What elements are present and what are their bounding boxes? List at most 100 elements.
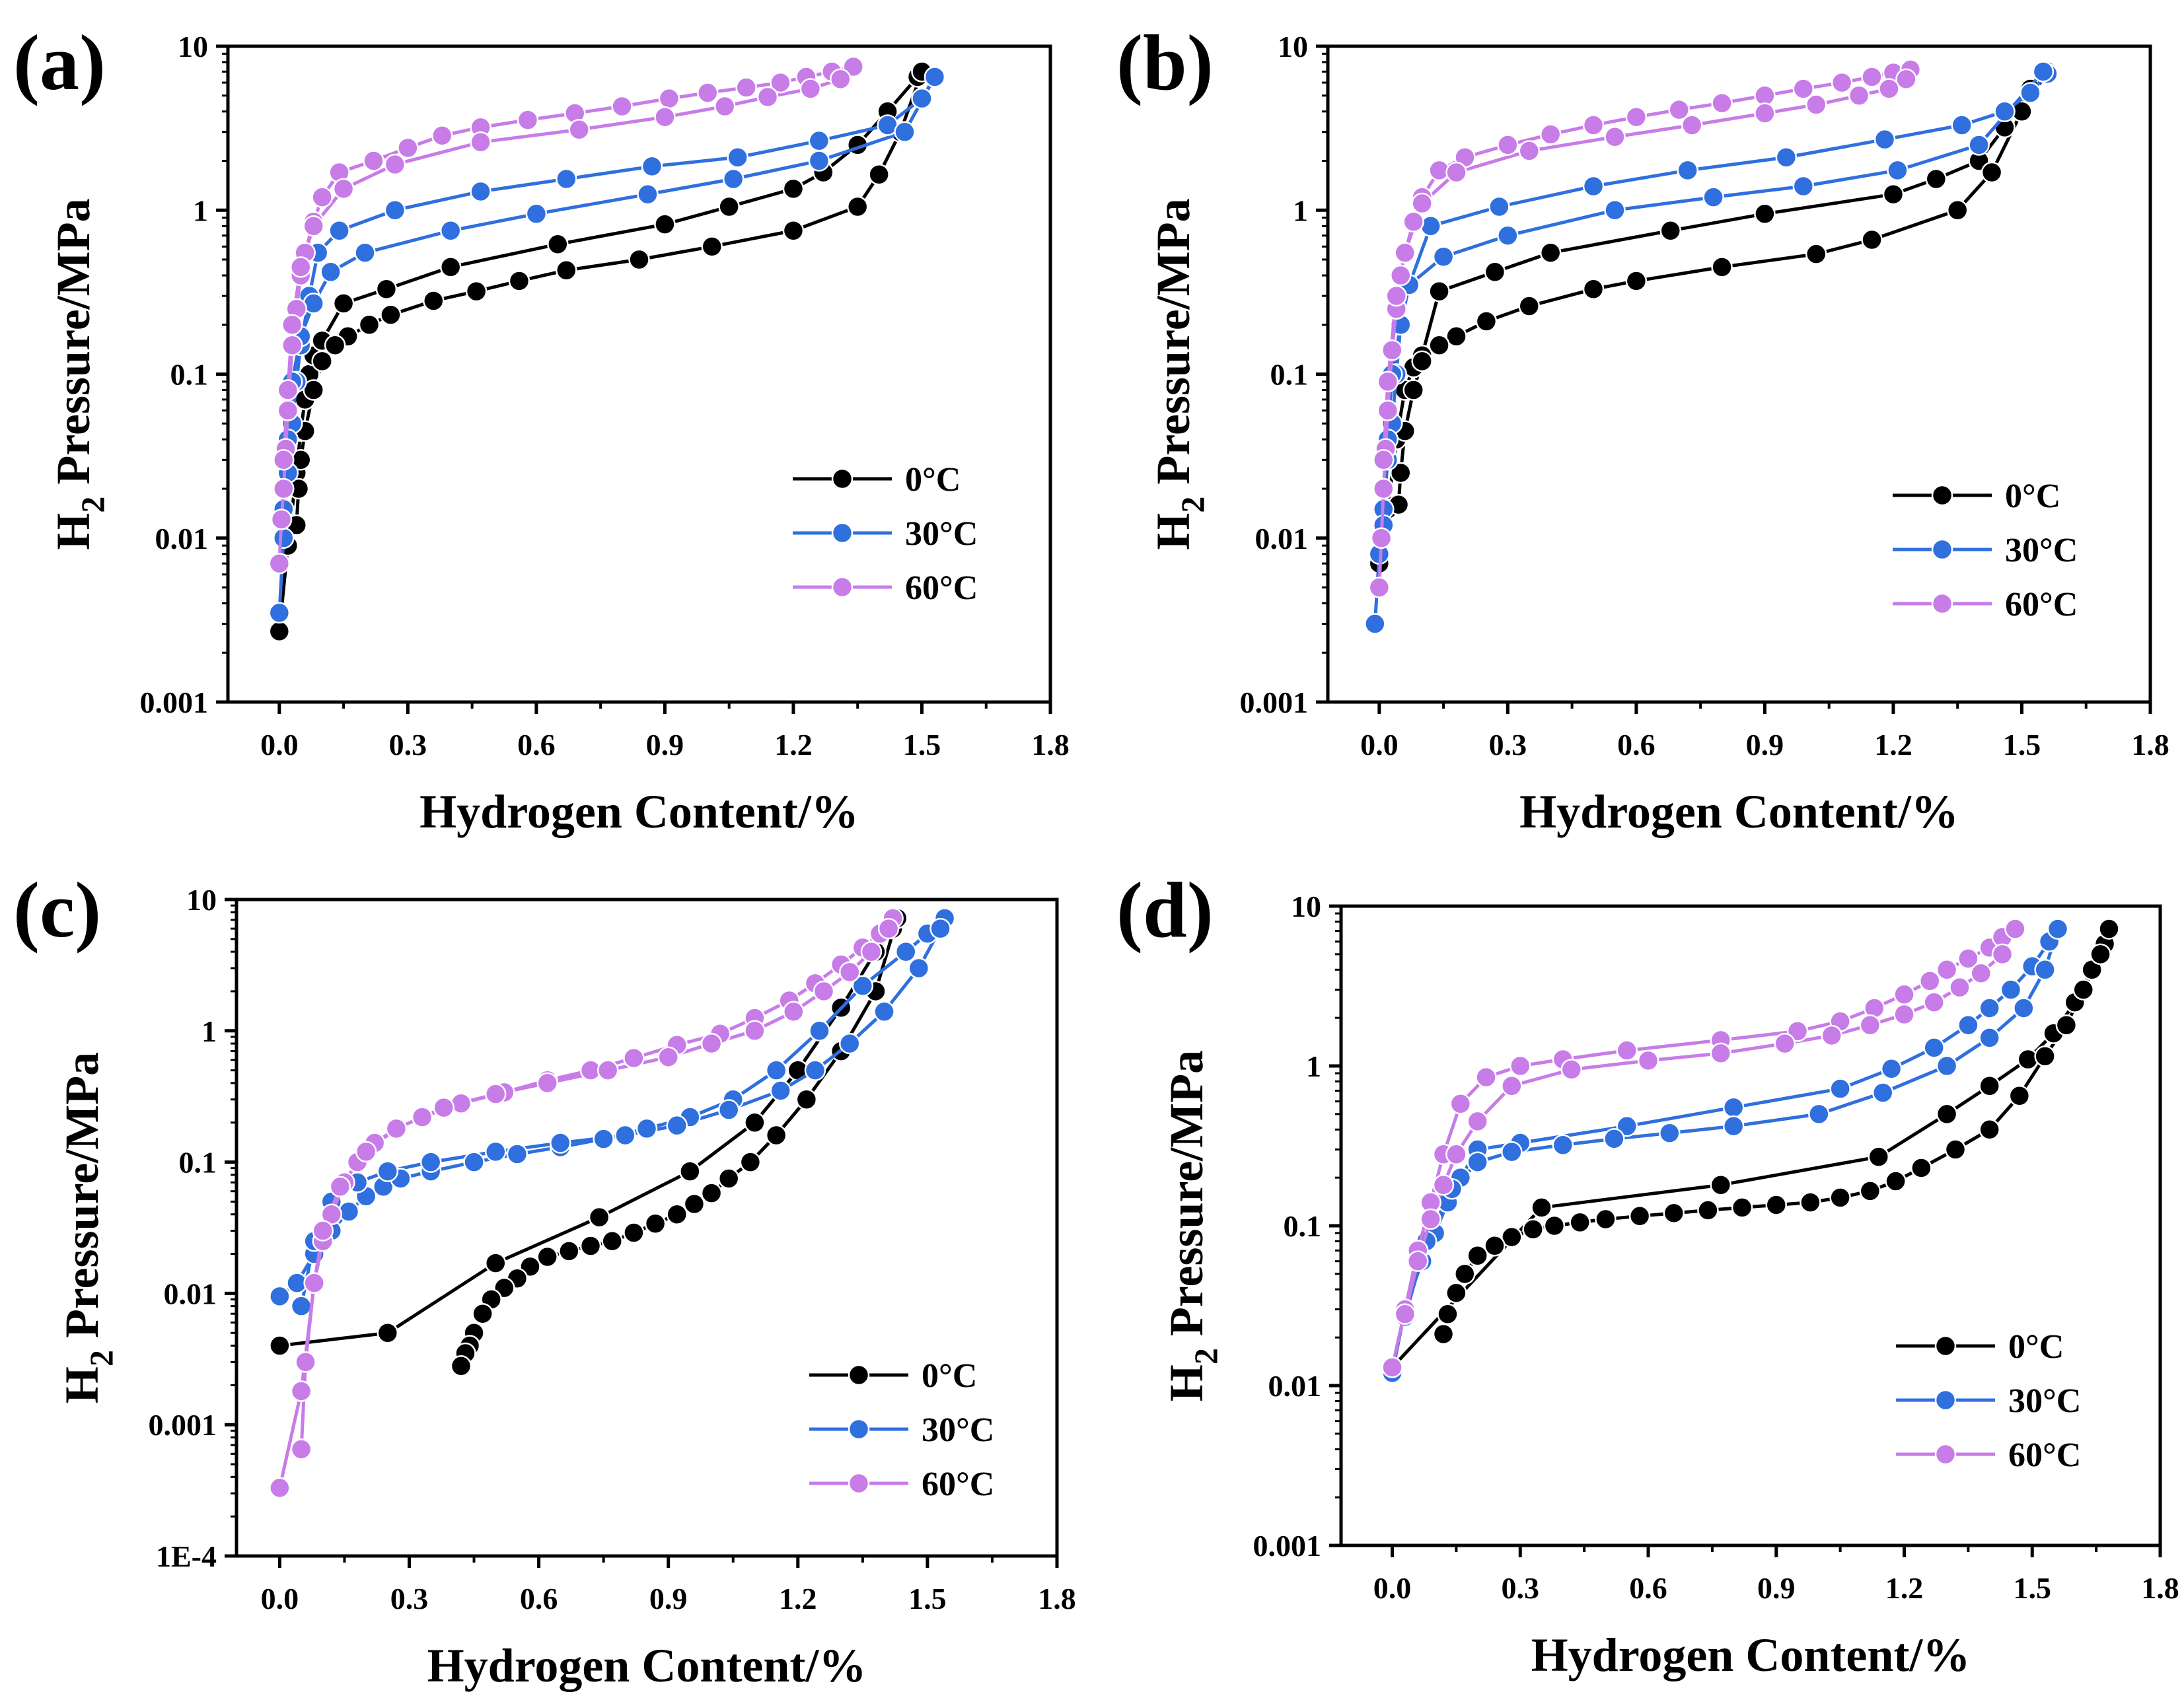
data-point-60C	[1510, 1055, 1531, 1077]
data-point-60C	[1786, 1020, 1809, 1042]
data-point-0C	[2008, 1085, 2031, 1107]
x-tick-label: 0.6	[520, 1582, 558, 1615]
x-tick-label: 0.9	[1746, 728, 1784, 761]
data-point-60C	[277, 400, 299, 421]
data-point-0C	[717, 1168, 740, 1189]
series-line-0C	[1391, 927, 2111, 1369]
data-point-60C	[1582, 114, 1605, 136]
data-point-30C	[911, 87, 933, 110]
data-point-60C	[1411, 192, 1433, 215]
y-axis-title-subscript: 2	[74, 497, 111, 513]
data-point-60C	[270, 509, 293, 530]
y-tick-label: 0.001	[149, 1408, 217, 1442]
data-point-0C	[1829, 1187, 1851, 1209]
data-point-30C	[929, 917, 951, 940]
data-point-0C	[1475, 310, 1498, 332]
y-tick-label: 10	[178, 30, 208, 63]
data-point-60C	[838, 961, 861, 983]
data-point-0C	[377, 1322, 399, 1344]
legend-marker-0C	[831, 468, 854, 490]
data-point-30C	[384, 199, 406, 221]
data-point-30C	[1936, 1055, 1958, 1077]
data-point-60C	[1710, 1042, 1732, 1065]
data-point-30C	[506, 1143, 528, 1165]
data-point-30C	[470, 180, 491, 203]
data-point-0C	[508, 270, 530, 292]
x-tick-label: 0.3	[1502, 1571, 1540, 1605]
data-point-60C	[281, 314, 303, 336]
y-axis-title-main: H	[55, 1366, 108, 1403]
y-axis-title: H2 Pressure/MPa	[1147, 198, 1211, 549]
x-tick-label: 0.9	[649, 1582, 688, 1615]
data-point-60C	[1420, 1208, 1441, 1230]
x-axis-title: Hydrogen Content/%	[427, 1639, 867, 1692]
data-point-60C	[1497, 134, 1519, 156]
data-point-60C	[1923, 991, 1945, 1013]
data-point-30C	[636, 1117, 658, 1140]
data-point-0C	[868, 164, 890, 186]
legend-marker-60C	[1934, 1443, 1957, 1466]
x-tick-label: 1.8	[2141, 1571, 2179, 1605]
data-point-60C	[756, 86, 779, 108]
data-point-60C	[1848, 85, 1870, 106]
plot-frame	[235, 898, 1059, 1558]
data-point-30C	[1887, 159, 1909, 182]
data-point-60C	[1407, 1250, 1429, 1272]
data-point-30C	[1722, 1096, 1745, 1119]
data-point-0C	[1454, 1263, 1476, 1285]
y-tick-label: 1	[193, 194, 208, 227]
data-point-0C	[1402, 379, 1424, 401]
data-point-60C	[1625, 106, 1648, 128]
y-tick-label: 1	[1306, 1049, 1321, 1083]
x-tick-label: 0.9	[646, 728, 684, 761]
legend-marker-30C	[848, 1418, 870, 1440]
y-axis-title-main: H	[47, 513, 100, 550]
data-point-60C	[783, 1001, 805, 1022]
data-point-0C	[1805, 243, 1827, 265]
data-point-0C	[1979, 1119, 2000, 1141]
data-point-60C	[384, 153, 406, 176]
data-point-0C	[739, 1151, 762, 1173]
data-point-30C	[2032, 61, 2055, 83]
data-point-60C	[1560, 1059, 1582, 1080]
data-point-60C	[1394, 1303, 1416, 1325]
data-point-0C	[2072, 979, 2094, 1001]
data-point-30C	[894, 940, 917, 963]
x-tick-label: 0.0	[260, 728, 299, 761]
data-point-60C	[770, 71, 791, 94]
data-point-30C	[838, 1032, 861, 1055]
data-point-60C	[273, 449, 295, 471]
legend-marker-30C	[1931, 538, 1953, 561]
data-point-60C	[1381, 339, 1403, 361]
data-point-60C	[1805, 94, 1827, 116]
data-point-60C	[517, 109, 539, 131]
panel-b: (b) 0.0 0.3 0.6 0.9 1.2 1.5 1.8 0.001 0.01 0.1 1 10 H…	[1116, 18, 2169, 838]
data-point-30C	[808, 150, 830, 172]
data-point-0C	[303, 379, 324, 401]
data-point-0C	[1659, 220, 1681, 242]
data-point-60C	[860, 940, 883, 963]
data-point-0C	[1711, 256, 1733, 278]
x-tick-label: 1.5	[2003, 728, 2041, 761]
data-point-60C	[877, 917, 900, 940]
data-point-0C	[644, 1213, 667, 1234]
data-point-0C	[450, 1355, 472, 1377]
legend-label-0C: 0°C	[905, 461, 961, 499]
data-point-30C	[439, 220, 462, 242]
legend-label-60C: 60°C	[2008, 1436, 2081, 1474]
x-tick-label: 1.2	[1874, 728, 1912, 761]
data-point-30C	[1994, 100, 2016, 123]
data-point-60C	[744, 1020, 766, 1042]
data-point-0C	[547, 233, 569, 256]
data-point-60C	[1949, 976, 1971, 999]
data-point-0C	[2098, 918, 2120, 940]
data-point-30C	[808, 129, 830, 152]
y-tick-label: 1	[1293, 194, 1308, 227]
data-point-30C	[1364, 613, 1386, 635]
data-point-0C	[588, 1206, 610, 1228]
legend-label-30C: 30°C	[905, 515, 978, 553]
data-point-60C	[363, 150, 384, 172]
panel-label: (d)	[1116, 866, 1214, 954]
data-point-60C	[597, 1059, 619, 1081]
data-point-30C	[1603, 1128, 1625, 1150]
